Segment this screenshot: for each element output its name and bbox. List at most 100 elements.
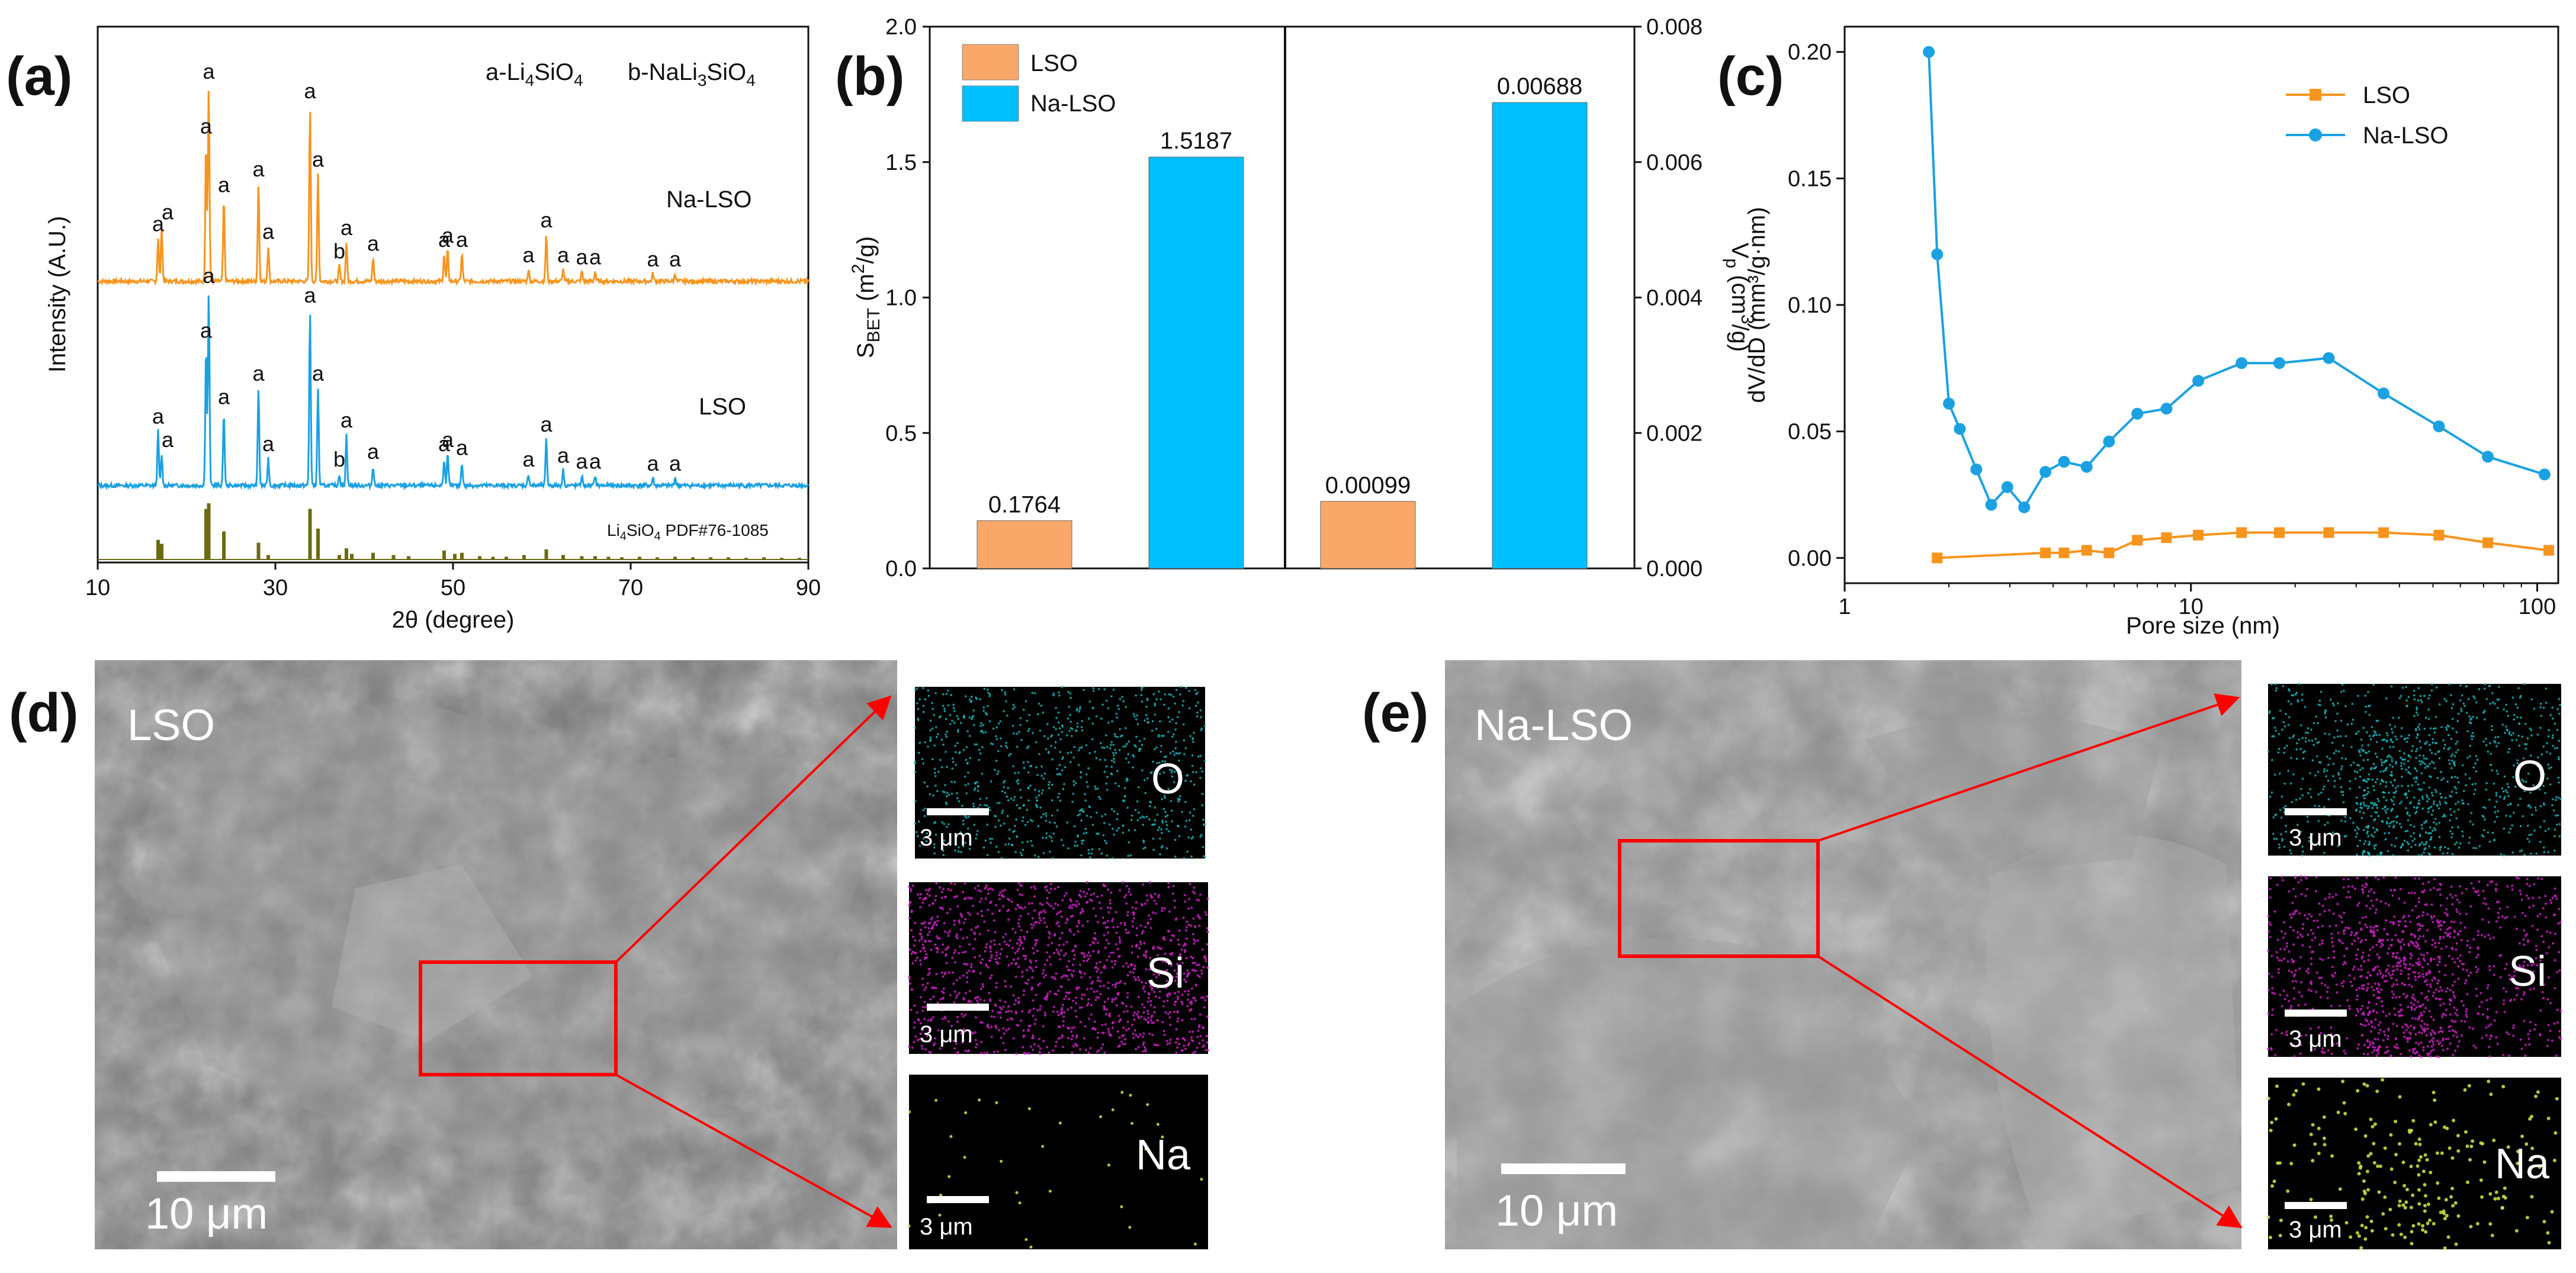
eds-dot (1125, 893, 1128, 896)
eds-dot (1065, 965, 1068, 968)
eds-dot (994, 1024, 997, 1027)
eds-dot (2392, 965, 2395, 968)
panel-e-label: (e) (1362, 683, 1428, 743)
eds-dot (2425, 819, 2428, 822)
eds-dot (1202, 818, 1205, 821)
eds-dot (1191, 771, 1194, 773)
pore-x-axis-label: Pore size (nm) (2126, 613, 2280, 639)
eds-dot (2451, 1029, 2454, 1032)
eds-dot (2449, 1013, 2452, 1016)
eds-dot (2362, 984, 2365, 987)
eds-dot (926, 956, 928, 959)
eds-dot (2372, 1042, 2375, 1045)
eds-dot (977, 912, 979, 915)
eds-dot (1026, 747, 1029, 750)
eds-dot (972, 1032, 975, 1035)
eds-dot (2402, 992, 2405, 995)
eds-dot (1176, 1046, 1178, 1049)
eds-dot (1133, 967, 1136, 970)
eds-dot (940, 971, 943, 974)
eds-dot (941, 821, 943, 824)
eds-dot (2475, 956, 2478, 959)
eds-dot (2406, 705, 2408, 707)
eds-dot (1063, 954, 1065, 957)
eds-dot (999, 720, 1002, 722)
eds-dot (2373, 789, 2375, 792)
eds-dot (2504, 917, 2507, 920)
eds-dot (2449, 893, 2452, 896)
eds-dot (2397, 1204, 2401, 1208)
eds-dot (2302, 923, 2305, 925)
eds-dot (2435, 742, 2438, 744)
eds-dot (2343, 933, 2346, 936)
eds-dot (1072, 792, 1075, 795)
eds-dot (1023, 803, 1025, 806)
eds-dot (2505, 725, 2508, 728)
eds-dot (1174, 728, 1177, 731)
eds-dot (2377, 982, 2380, 985)
eds-dot (947, 1175, 951, 1178)
xrd-pdf-stick (620, 557, 624, 560)
eds-dot (1027, 1011, 1030, 1014)
eds-dot (2365, 883, 2368, 886)
xrd-peak-label-lso: a (589, 449, 602, 474)
eds-dot (1075, 988, 1078, 991)
eds-dot (2453, 755, 2456, 757)
eds-dot (913, 1004, 916, 1007)
eds-dot (929, 740, 932, 742)
eds-dot (1092, 950, 1095, 953)
eds-dot (940, 766, 943, 769)
eds-dot (1107, 997, 1110, 1000)
eds-dot (2429, 763, 2432, 765)
eds-dot (2324, 712, 2327, 715)
eds-dot (2423, 851, 2425, 854)
eds-dot (1206, 930, 1209, 933)
eds-dot (940, 891, 943, 893)
eds-dot (2389, 889, 2392, 892)
eds-dot (2402, 959, 2405, 962)
xrd-peak-label-na: a (200, 114, 213, 138)
eds-dot (927, 967, 930, 970)
eds-dot (2270, 975, 2273, 978)
eds-dot (2474, 1046, 2477, 1049)
eds-dot (2432, 995, 2434, 998)
eds-dot (963, 776, 966, 778)
eds-dot (1075, 900, 1078, 902)
eds-dot (2418, 1142, 2422, 1146)
eds-dot (2297, 881, 2300, 884)
eds-dot (2373, 831, 2376, 834)
eds-dot (1193, 1017, 1196, 1020)
eds-dot (2352, 718, 2355, 721)
eds-dot (926, 1034, 929, 1037)
eds-dot (2358, 1166, 2362, 1170)
eds-dot (2475, 755, 2478, 757)
eds-dot (2385, 785, 2387, 788)
eds-dot (2362, 1011, 2365, 1014)
eds-dot (1132, 1036, 1135, 1039)
eds-dot (2462, 1004, 2465, 1007)
eds-dot (1019, 724, 1022, 726)
eds-dot (2469, 744, 2472, 747)
eds-dot (1161, 798, 1163, 801)
eds-dot (990, 954, 993, 957)
eds-dot (1141, 1035, 1144, 1038)
eds-dot (1145, 713, 1148, 716)
eds-dot (2387, 734, 2389, 737)
eds-dot (1197, 974, 1199, 977)
eds-dot (2442, 1039, 2445, 1041)
eds-dot (2286, 744, 2288, 747)
eds-dot (947, 843, 949, 845)
eds-dot (2399, 802, 2401, 805)
eds-dot (2443, 697, 2446, 700)
eds-dot (2460, 938, 2463, 941)
eds-dot (2451, 826, 2453, 829)
eds-dot (2372, 827, 2375, 830)
eds-dot (944, 784, 946, 786)
eds-dot (908, 1045, 911, 1048)
eds-dot (2421, 882, 2424, 885)
eds-dot (2445, 700, 2447, 702)
eds-dot (940, 738, 943, 741)
eds-dot (1134, 978, 1137, 981)
xrd-pdf-stick (222, 531, 226, 560)
eds-dot (2523, 683, 2526, 685)
